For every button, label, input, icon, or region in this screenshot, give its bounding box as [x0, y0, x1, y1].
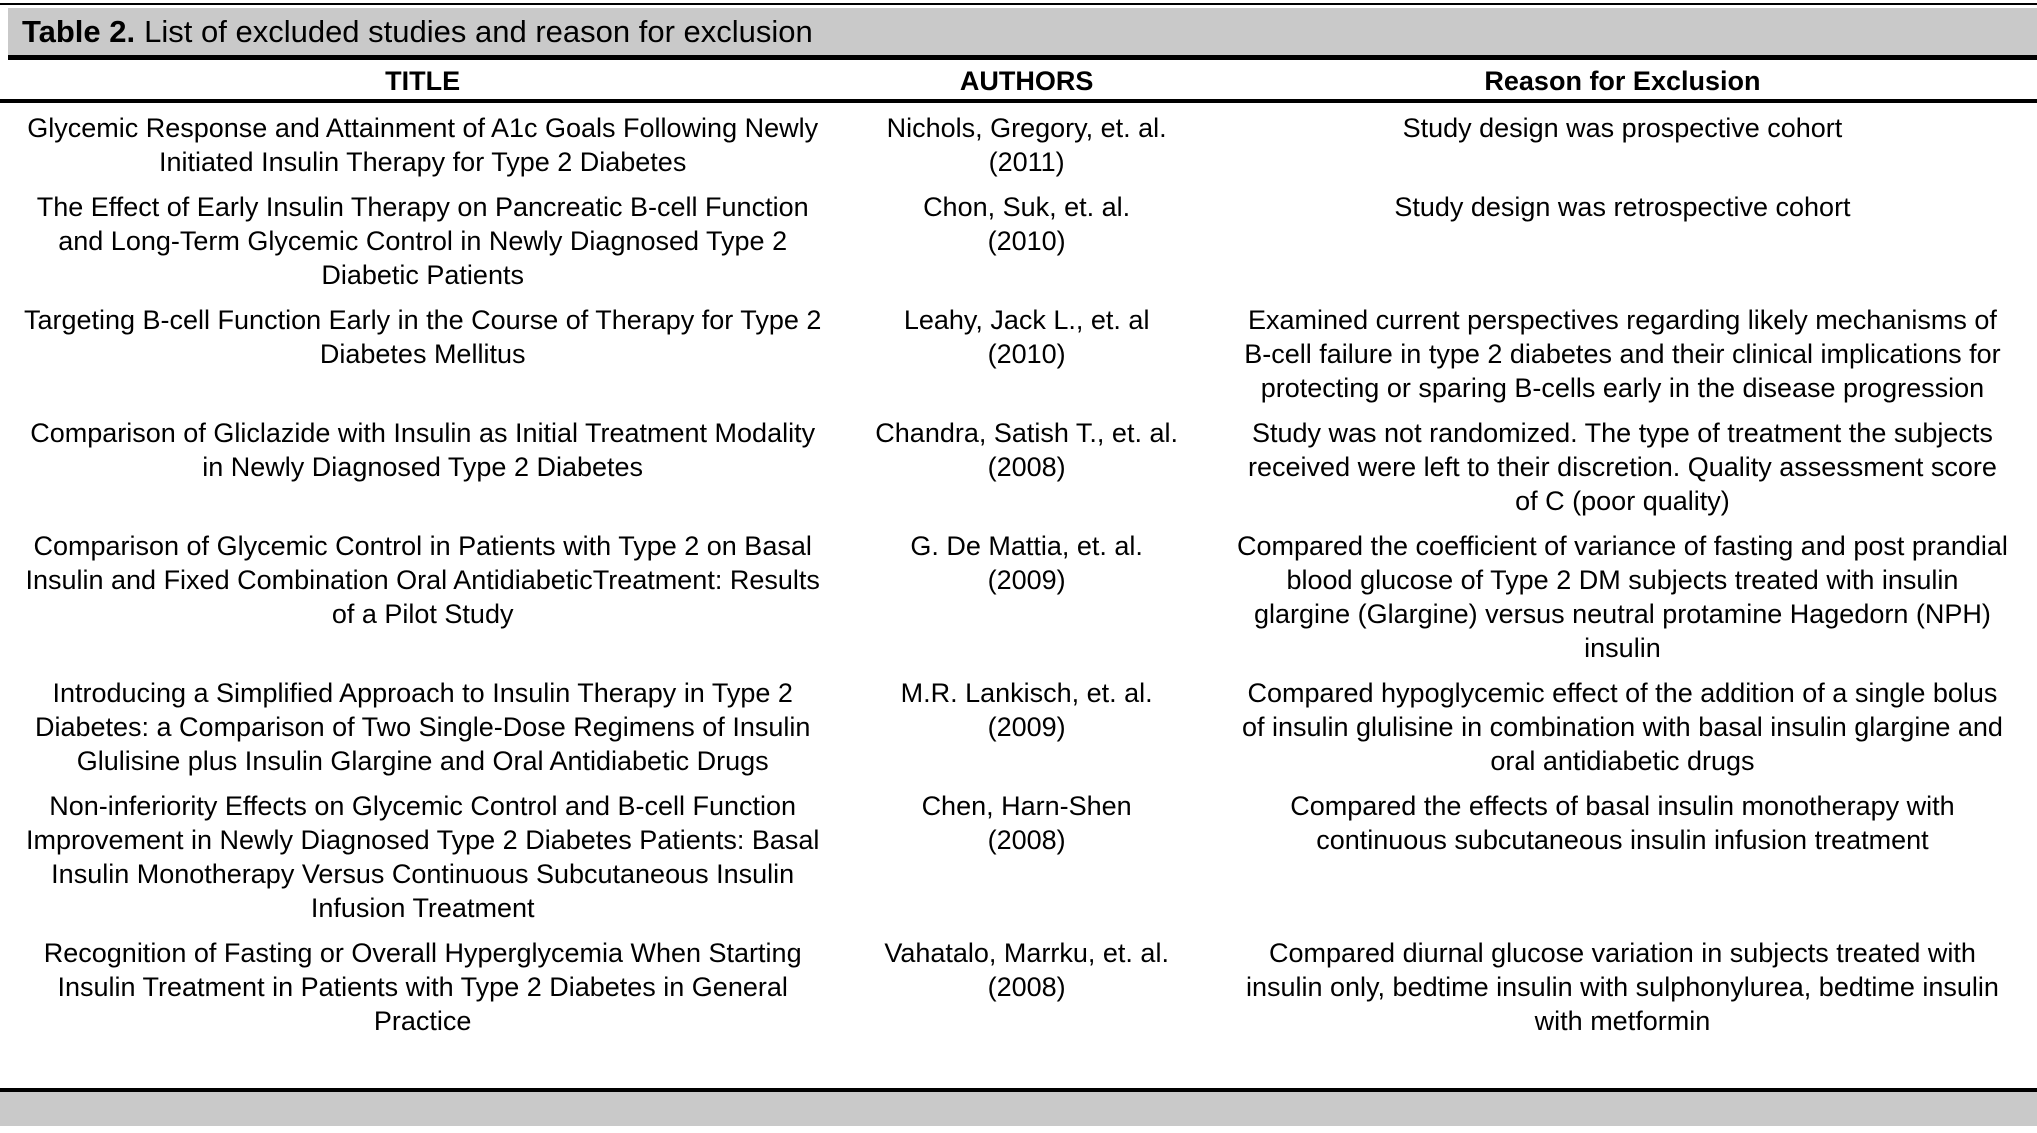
table-row: Recognition of Fasting or Overall Hyperg… [0, 931, 2037, 1044]
study-title: Introducing a Simplified Approach to Ins… [34, 678, 811, 776]
authors-year: (2009) [987, 712, 1066, 742]
table-row: Introducing a Simplified Approach to Ins… [0, 671, 2037, 784]
authors-name: Chen, Harn-Shen [921, 791, 1132, 821]
study-authors: Vahatalo, Marrku, et. al. (2008) [845, 936, 1208, 1038]
study-title: Comparison of Glycemic Control in Patien… [25, 531, 820, 629]
authors-name: Vahatalo, Marrku, et. al. [884, 938, 1169, 968]
table-row: Comparison of Glycemic Control in Patien… [0, 524, 2037, 671]
table-row: Comparison of Gliclazide with Insulin as… [0, 411, 2037, 524]
exclusion-reason: Compared the effects of basal insulin mo… [1290, 791, 1955, 855]
exclusion-reason: Examined current perspectives regarding … [1244, 305, 2001, 403]
authors-year: (2008) [987, 825, 1066, 855]
authors-name: Chon, Suk, et. al. [923, 192, 1131, 222]
study-title: Targeting B-cell Function Early in the C… [23, 305, 822, 369]
authors-year: (2011) [988, 147, 1065, 177]
exclusion-reason: Study design was retrospective cohort [1394, 192, 1851, 222]
exclusion-reason: Compared the coefficient of variance of … [1236, 531, 2008, 663]
exclusion-reason: Compared hypoglycemic effect of the addi… [1241, 678, 2003, 776]
table-row: Targeting B-cell Function Early in the C… [0, 298, 2037, 411]
table-row: The Effect of Early Insulin Therapy on P… [0, 185, 2037, 298]
top-border-rule [0, 3, 2037, 5]
exclusion-reason: Study was not randomized. The type of tr… [1248, 418, 1997, 516]
authors-year: (2010) [987, 339, 1066, 369]
study-authors: Chen, Harn-Shen (2008) [845, 789, 1208, 925]
authors-year: (2009) [987, 565, 1066, 595]
table-caption-bar: Table 2. List of excluded studies and re… [8, 8, 2037, 60]
study-title: Comparison of Gliclazide with Insulin as… [30, 418, 816, 482]
bottom-border-rule [0, 1088, 2037, 1092]
study-title: Recognition of Fasting or Overall Hyperg… [43, 938, 802, 1036]
authors-year: (2008) [987, 972, 1066, 1002]
authors-name: G. De Mattia, et. al. [910, 531, 1143, 561]
study-authors: Nichols, Gregory, et. al. (2011) [845, 111, 1208, 179]
authors-year: (2008) [987, 452, 1066, 482]
column-header-title: TITLE [385, 66, 461, 96]
study-authors: Chon, Suk, et. al. (2010) [845, 190, 1208, 292]
table-number-label: Table 2. [22, 14, 136, 49]
column-header-reason: Reason for Exclusion [1484, 66, 1761, 96]
table-header-row: TITLE AUTHORS Reason for Exclusion [0, 63, 2037, 103]
study-title: Non-inferiority Effects on Glycemic Cont… [25, 791, 820, 923]
study-title: The Effect of Early Insulin Therapy on P… [36, 192, 809, 290]
authors-name: Chandra, Satish T., et. al. [875, 418, 1178, 448]
study-authors: Leahy, Jack L., et. al (2010) [845, 303, 1208, 405]
authors-year: (2010) [987, 226, 1066, 256]
study-authors: G. De Mattia, et. al. (2009) [845, 529, 1208, 665]
exclusion-reason: Compared diurnal glucose variation in su… [1245, 938, 1999, 1036]
exclusion-reason: Study design was prospective cohort [1402, 113, 1843, 143]
table-footer [0, 1088, 2037, 1126]
table-row: Glycemic Response and Attainment of A1c … [0, 106, 2037, 185]
authors-name: M.R. Lankisch, et. al. [900, 678, 1153, 708]
footer-gray-bar [0, 1092, 2037, 1126]
study-authors: M.R. Lankisch, et. al. (2009) [845, 676, 1208, 778]
column-header-authors: AUTHORS [959, 66, 1094, 96]
authors-name: Nichols, Gregory, et. al. [886, 113, 1167, 143]
table-body: Glycemic Response and Attainment of A1c … [0, 106, 2037, 1044]
study-title: Glycemic Response and Attainment of A1c … [27, 113, 819, 177]
table-row: Non-inferiority Effects on Glycemic Cont… [0, 784, 2037, 931]
table-caption-text: List of excluded studies and reason for … [144, 14, 813, 49]
authors-name: Leahy, Jack L., et. al [903, 305, 1150, 335]
study-authors: Chandra, Satish T., et. al. (2008) [845, 416, 1208, 518]
